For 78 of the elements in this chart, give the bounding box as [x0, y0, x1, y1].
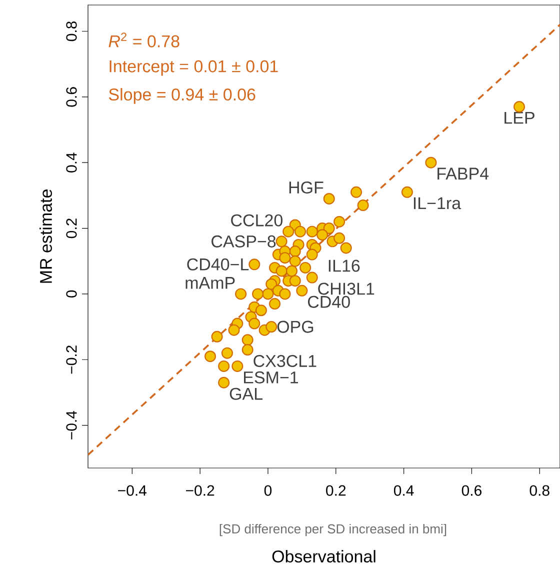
- y-tick-label: 0.8: [66, 21, 77, 42]
- point: [218, 360, 230, 372]
- point: [279, 252, 291, 264]
- point: [269, 298, 281, 310]
- x-tick-label: −0.2: [186, 485, 214, 496]
- y-tick-label: 0.4: [66, 152, 77, 172]
- annotation: IL−1ra: [414, 197, 462, 210]
- point: [316, 229, 328, 241]
- point: [262, 288, 274, 300]
- point: [286, 265, 298, 277]
- annotation: OPG: [277, 320, 314, 333]
- annotation: FABP4: [438, 168, 489, 180]
- annotation: Slope = 0.94 ± 0.06: [108, 88, 256, 104]
- point: [282, 226, 294, 238]
- annotation: LEP: [504, 112, 534, 124]
- annotation: IL16: [328, 260, 360, 272]
- point: [221, 347, 233, 359]
- text: [SD difference per SD increased in bmi]: [220, 524, 446, 536]
- x-axis-title: Observational: [272, 550, 376, 563]
- x-tick-label: 0: [264, 485, 272, 496]
- point: [357, 200, 369, 212]
- x-tick-label: −0.4: [118, 485, 147, 496]
- y-tick-label: 0.6: [66, 87, 77, 107]
- y-tick-label: −0.4: [66, 410, 77, 440]
- point: [514, 101, 525, 113]
- point: [306, 248, 318, 260]
- point: [323, 192, 335, 204]
- x-tick-label: 0.8: [530, 485, 550, 496]
- point: [252, 288, 264, 300]
- annotation: HGF: [289, 181, 324, 194]
- point: [276, 265, 288, 277]
- y-tick-label: 0: [66, 290, 77, 298]
- annotation: CD40−L: [187, 258, 249, 270]
- point: [242, 344, 254, 356]
- point: [228, 324, 240, 336]
- point: [340, 242, 352, 254]
- annotation: GAL: [230, 388, 262, 400]
- point: [248, 318, 260, 330]
- annotation: mAmP: [186, 277, 235, 289]
- annotation: Intercept = 0.01 ± 0.01: [110, 60, 278, 76]
- point: [242, 334, 254, 346]
- point: [248, 258, 260, 270]
- point: [300, 262, 312, 274]
- y-axis-title: MR estimate: [40, 190, 52, 283]
- point: [218, 376, 230, 388]
- point: [276, 236, 288, 248]
- point: [211, 330, 223, 342]
- x-tick-label: 0.2: [326, 485, 346, 496]
- y-tick-label: −0.2: [66, 346, 77, 374]
- annotation: CCL20: [231, 214, 282, 226]
- point: [350, 186, 362, 198]
- point: [279, 288, 291, 300]
- point: [334, 232, 346, 244]
- point: [232, 360, 244, 372]
- annotation: ESM−1: [244, 371, 298, 384]
- point: [289, 275, 301, 287]
- point: [401, 186, 413, 198]
- x-tick-label: 0.4: [394, 485, 414, 496]
- annotation: CX3CL1: [254, 354, 316, 368]
- annotation: CASP−8: [212, 235, 276, 248]
- y-tick-label: 0.2: [66, 218, 77, 238]
- point: [266, 321, 278, 333]
- point: [255, 304, 267, 316]
- point: [289, 255, 301, 267]
- point: [306, 272, 318, 284]
- point: [334, 216, 346, 228]
- point: [323, 222, 335, 234]
- point: [296, 284, 308, 296]
- point: [306, 226, 318, 238]
- annotation: CD40: [308, 296, 350, 308]
- point: [289, 246, 301, 258]
- point: [235, 288, 247, 300]
- x-tick-label: 0.6: [462, 485, 482, 496]
- annotation: CHI3L1: [318, 282, 374, 295]
- point: [425, 156, 437, 168]
- point: [294, 226, 306, 238]
- annotation: R$^{2}$ = 0.78: [108, 32, 180, 48]
- point: [204, 350, 216, 362]
